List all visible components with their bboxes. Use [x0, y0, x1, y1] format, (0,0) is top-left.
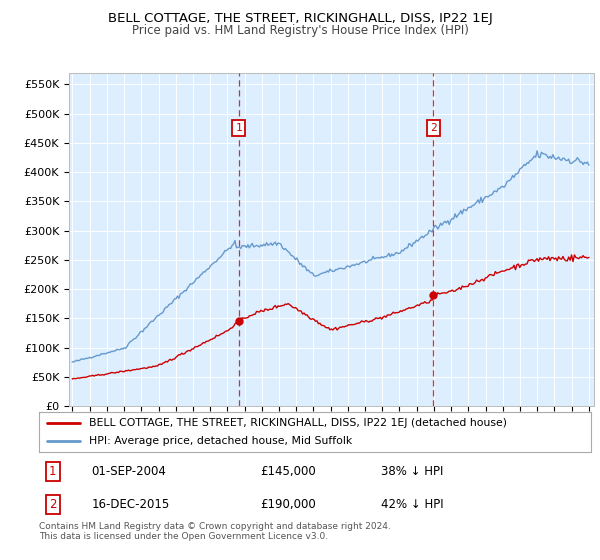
Text: £145,000: £145,000: [260, 465, 316, 478]
Text: 38% ↓ HPI: 38% ↓ HPI: [381, 465, 443, 478]
Text: BELL COTTAGE, THE STREET, RICKINGHALL, DISS, IP22 1EJ: BELL COTTAGE, THE STREET, RICKINGHALL, D…: [107, 12, 493, 25]
Text: Contains HM Land Registry data © Crown copyright and database right 2024.
This d: Contains HM Land Registry data © Crown c…: [39, 522, 391, 542]
Text: £190,000: £190,000: [260, 498, 316, 511]
Text: 2: 2: [49, 498, 56, 511]
Text: 42% ↓ HPI: 42% ↓ HPI: [381, 498, 444, 511]
Text: BELL COTTAGE, THE STREET, RICKINGHALL, DISS, IP22 1EJ (detached house): BELL COTTAGE, THE STREET, RICKINGHALL, D…: [89, 418, 506, 428]
Text: 01-SEP-2004: 01-SEP-2004: [91, 465, 166, 478]
Text: HPI: Average price, detached house, Mid Suffolk: HPI: Average price, detached house, Mid …: [89, 436, 352, 446]
Text: 2: 2: [430, 123, 437, 133]
Text: 1: 1: [236, 123, 242, 133]
Text: Price paid vs. HM Land Registry's House Price Index (HPI): Price paid vs. HM Land Registry's House …: [131, 24, 469, 37]
Text: 16-DEC-2015: 16-DEC-2015: [91, 498, 170, 511]
Text: 1: 1: [49, 465, 56, 478]
